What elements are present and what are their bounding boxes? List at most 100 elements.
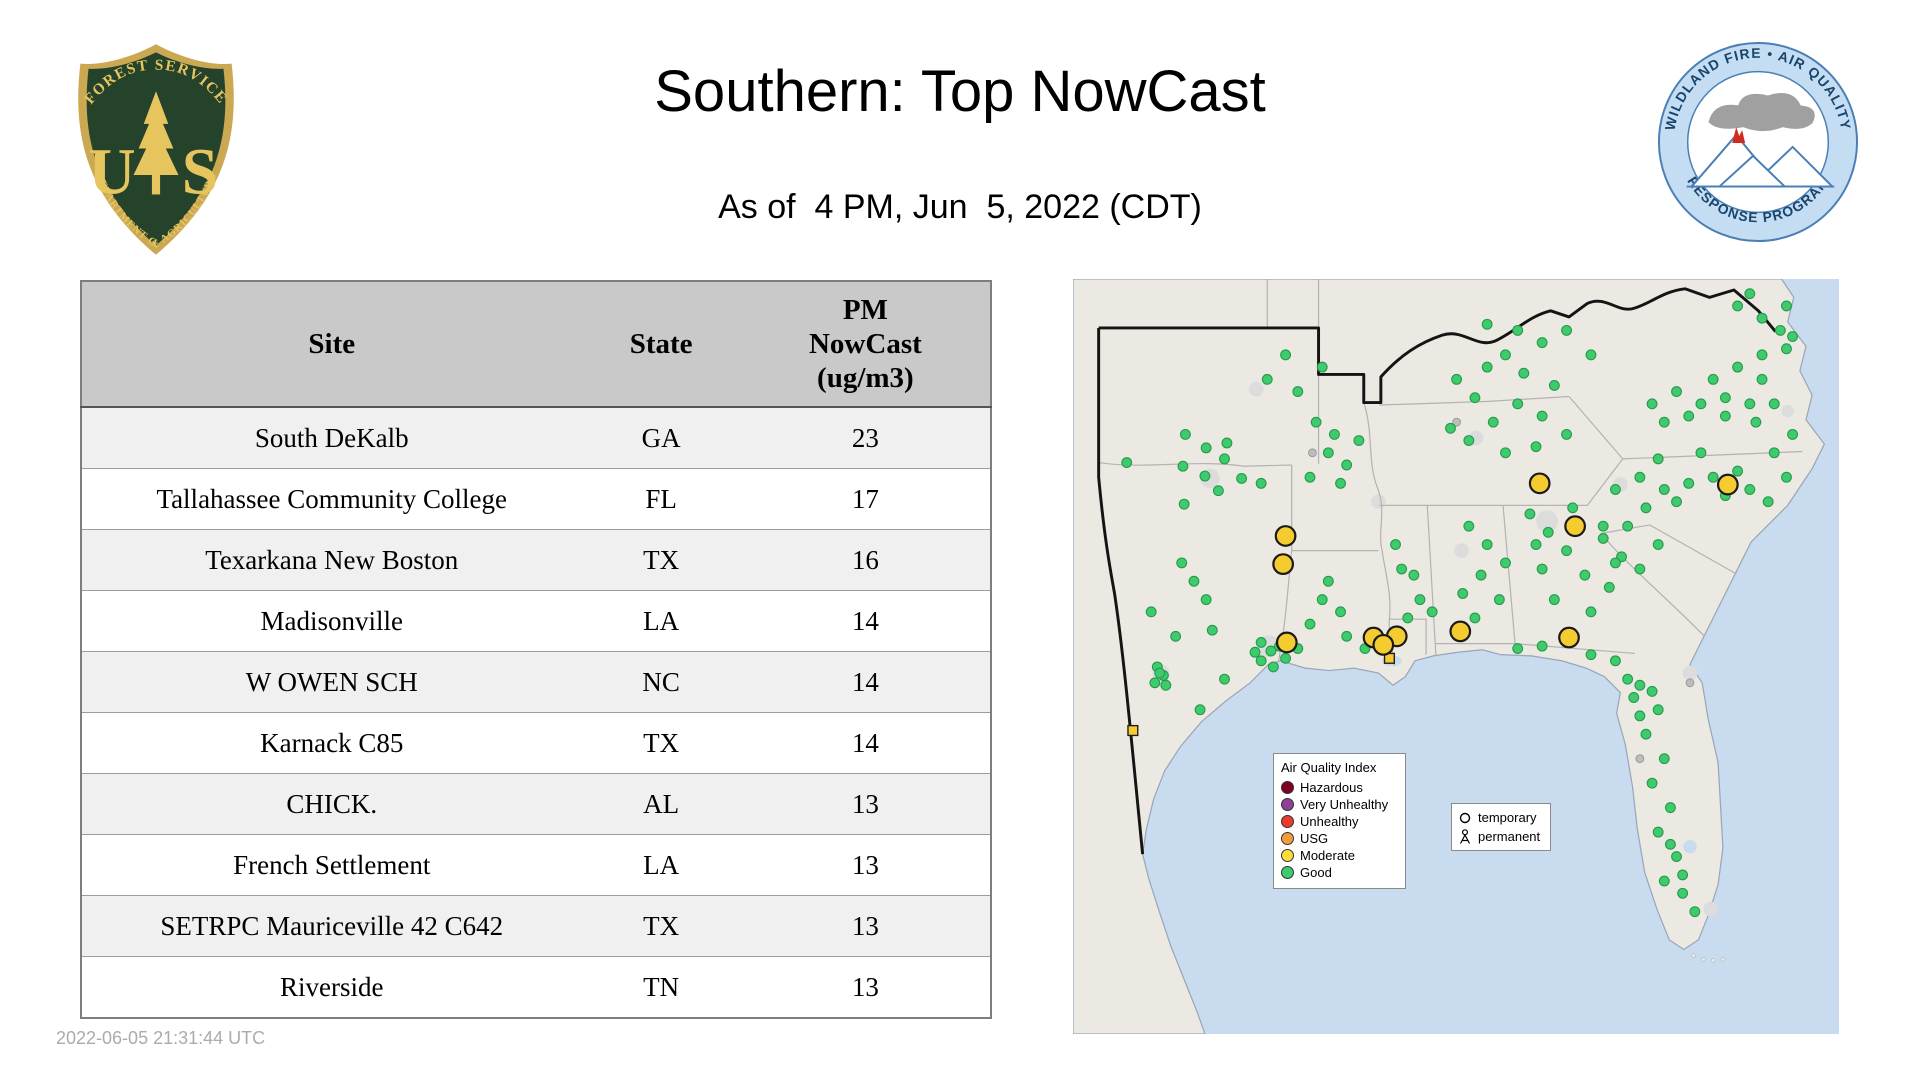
good-aqi-marker[interactable]	[1249, 646, 1261, 658]
good-aqi-marker[interactable]	[1481, 361, 1493, 373]
good-aqi-marker[interactable]	[1280, 652, 1292, 664]
good-aqi-marker[interactable]	[1695, 447, 1707, 459]
good-aqi-marker[interactable]	[1744, 484, 1756, 495]
moderate-aqi-temporary-marker[interactable]	[1127, 724, 1139, 737]
good-aqi-marker[interactable]	[1597, 532, 1609, 544]
good-aqi-marker[interactable]	[1609, 484, 1621, 495]
moderate-aqi-marker[interactable]	[1716, 473, 1739, 496]
good-aqi-marker[interactable]	[1683, 477, 1695, 489]
good-aqi-marker[interactable]	[1677, 887, 1689, 899]
good-aqi-marker[interactable]	[1255, 636, 1267, 648]
good-aqi-marker[interactable]	[1176, 557, 1188, 569]
good-aqi-marker[interactable]	[1530, 539, 1542, 550]
good-aqi-marker[interactable]	[1221, 437, 1233, 449]
good-aqi-marker[interactable]	[1396, 563, 1408, 575]
good-aqi-marker[interactable]	[1280, 349, 1292, 361]
good-aqi-marker[interactable]	[1500, 447, 1511, 459]
good-aqi-marker[interactable]	[1463, 520, 1475, 532]
good-aqi-marker[interactable]	[1781, 471, 1792, 483]
good-aqi-marker[interactable]	[1567, 502, 1579, 514]
good-aqi-marker[interactable]	[1634, 679, 1646, 691]
good-aqi-marker[interactable]	[1652, 704, 1664, 716]
good-aqi-marker[interactable]	[1292, 386, 1304, 398]
good-aqi-marker[interactable]	[1322, 575, 1334, 587]
good-aqi-marker[interactable]	[1774, 324, 1786, 336]
good-aqi-marker[interactable]	[1530, 441, 1542, 453]
moderate-aqi-marker[interactable]	[1449, 620, 1472, 643]
good-aqi-marker[interactable]	[1677, 869, 1689, 881]
good-aqi-marker[interactable]	[1219, 453, 1230, 465]
moderate-aqi-marker[interactable]	[1528, 472, 1551, 495]
good-aqi-marker[interactable]	[1178, 498, 1190, 510]
good-aqi-marker[interactable]	[1402, 612, 1414, 624]
good-aqi-marker[interactable]	[1658, 753, 1670, 765]
good-aqi-marker[interactable]	[1640, 502, 1652, 514]
good-aqi-marker[interactable]	[1469, 392, 1481, 404]
good-aqi-marker[interactable]	[1768, 398, 1780, 410]
good-aqi-marker[interactable]	[1304, 471, 1316, 483]
moderate-aqi-marker[interactable]	[1564, 515, 1586, 538]
good-aqi-marker[interactable]	[1707, 373, 1719, 385]
good-aqi-marker[interactable]	[1469, 612, 1481, 624]
good-aqi-marker[interactable]	[1646, 777, 1658, 789]
good-aqi-marker[interactable]	[1512, 398, 1524, 410]
good-aqi-marker[interactable]	[1493, 594, 1505, 606]
good-aqi-marker[interactable]	[1154, 667, 1166, 679]
good-aqi-marker[interactable]	[1219, 673, 1230, 685]
good-aqi-marker[interactable]	[1267, 661, 1279, 673]
good-aqi-marker[interactable]	[1628, 692, 1640, 703]
good-aqi-marker[interactable]	[1707, 471, 1719, 483]
good-aqi-marker[interactable]	[1512, 324, 1524, 336]
good-aqi-marker[interactable]	[1236, 473, 1248, 484]
good-aqi-marker[interactable]	[1689, 906, 1701, 918]
good-aqi-marker[interactable]	[1658, 416, 1670, 428]
inactive-monitor-marker[interactable]	[1452, 417, 1462, 427]
good-aqi-marker[interactable]	[1603, 581, 1615, 593]
good-aqi-marker[interactable]	[1329, 428, 1340, 440]
good-aqi-marker[interactable]	[1652, 453, 1664, 465]
good-aqi-marker[interactable]	[1179, 428, 1191, 440]
good-aqi-marker[interactable]	[1744, 398, 1756, 410]
good-aqi-marker[interactable]	[1255, 477, 1267, 489]
good-aqi-marker[interactable]	[1426, 606, 1438, 618]
good-aqi-marker[interactable]	[1255, 655, 1267, 667]
good-aqi-marker[interactable]	[1719, 392, 1731, 404]
good-aqi-marker[interactable]	[1683, 410, 1695, 422]
good-aqi-marker[interactable]	[1664, 802, 1676, 814]
good-aqi-marker[interactable]	[1548, 380, 1560, 391]
good-aqi-marker[interactable]	[1732, 465, 1744, 477]
good-aqi-marker[interactable]	[1177, 460, 1189, 472]
good-aqi-marker[interactable]	[1585, 606, 1597, 618]
good-aqi-marker[interactable]	[1160, 679, 1172, 691]
good-aqi-marker[interactable]	[1445, 422, 1456, 434]
good-aqi-marker[interactable]	[1671, 386, 1682, 398]
good-aqi-marker[interactable]	[1316, 361, 1328, 373]
good-aqi-marker[interactable]	[1732, 361, 1744, 373]
good-aqi-marker[interactable]	[1261, 373, 1273, 385]
good-aqi-marker[interactable]	[1518, 367, 1530, 379]
good-aqi-marker[interactable]	[1463, 435, 1475, 446]
good-aqi-marker[interactable]	[1781, 300, 1792, 312]
good-aqi-marker[interactable]	[1212, 485, 1224, 497]
good-aqi-marker[interactable]	[1408, 569, 1420, 581]
good-aqi-marker[interactable]	[1322, 447, 1334, 459]
inactive-monitor-marker[interactable]	[1685, 678, 1695, 688]
good-aqi-marker[interactable]	[1304, 618, 1316, 630]
good-aqi-marker[interactable]	[1353, 435, 1365, 446]
good-aqi-marker[interactable]	[1658, 484, 1670, 495]
good-aqi-marker[interactable]	[1188, 575, 1200, 587]
good-aqi-marker[interactable]	[1609, 655, 1621, 667]
moderate-aqi-marker[interactable]	[1372, 633, 1395, 656]
good-aqi-marker[interactable]	[1756, 349, 1768, 361]
good-aqi-marker[interactable]	[1536, 337, 1548, 349]
good-aqi-marker[interactable]	[1640, 728, 1652, 740]
moderate-aqi-marker[interactable]	[1272, 553, 1295, 576]
inactive-monitor-marker[interactable]	[1308, 448, 1317, 458]
good-aqi-marker[interactable]	[1536, 563, 1548, 575]
good-aqi-marker[interactable]	[1781, 343, 1792, 355]
good-aqi-marker[interactable]	[1561, 428, 1572, 440]
good-aqi-marker[interactable]	[1200, 594, 1212, 606]
good-aqi-marker[interactable]	[1199, 470, 1211, 482]
good-aqi-marker[interactable]	[1732, 300, 1744, 312]
good-aqi-marker[interactable]	[1500, 349, 1511, 361]
